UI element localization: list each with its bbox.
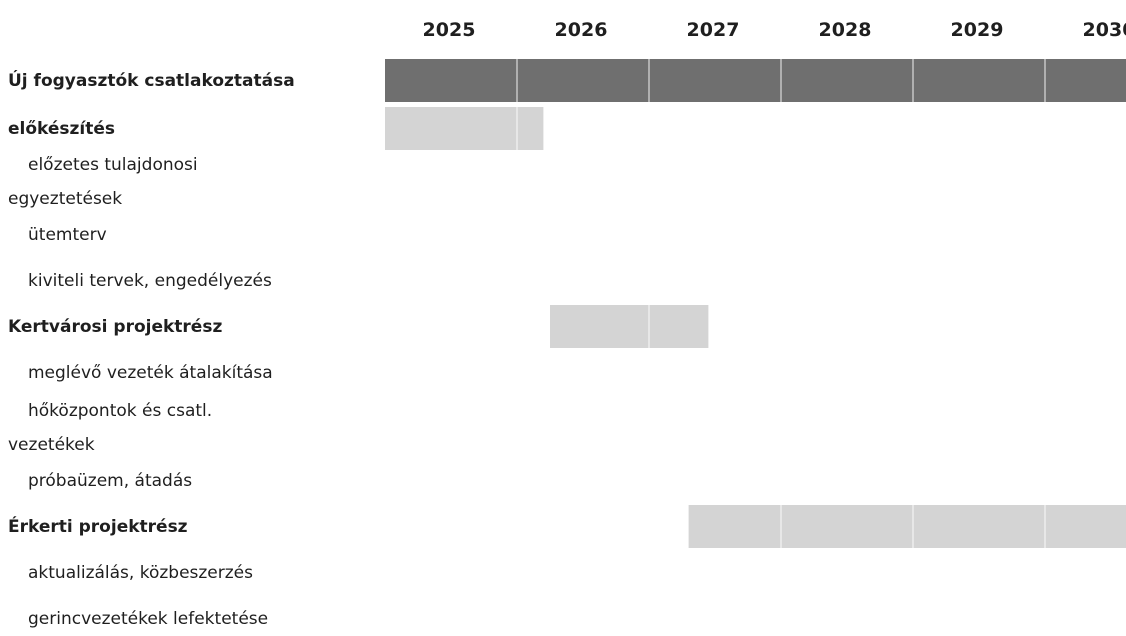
year-label-2025: 2025 (423, 19, 476, 41)
task-label-2: előkészítés (8, 119, 115, 139)
gantt-bars (385, 59, 1126, 548)
gantt-bar-2 (385, 107, 544, 150)
task-label-9: próbaüzem, átadás (28, 471, 192, 491)
task-label-3-line-2: egyeztetések (8, 189, 122, 209)
gantt-bar-6 (550, 305, 709, 348)
task-label-11: aktualizálás, közbeszerzés (28, 563, 253, 583)
task-label-5: kiviteli tervek, engedélyezés (28, 271, 272, 291)
task-label-6: Kertvárosi projektrész (8, 317, 222, 337)
year-label-2030: 2030 (1083, 19, 1126, 41)
year-label-2027: 2027 (687, 19, 740, 41)
year-axis: 2025 2026 2027 2028 2029 2030 (423, 19, 1126, 41)
task-label-10: Érkerti projektrész (8, 515, 188, 537)
task-label-12: gerincvezetékek lefektetése (28, 609, 268, 629)
task-label-4: ütemterv (28, 225, 107, 245)
task-label-8-line-2: vezetékek (8, 435, 95, 455)
task-labels: Új fogyasztók csatlakoztatása előkészítés… (8, 69, 295, 629)
task-label-8-line-1: hőközpontok és csatl. (28, 401, 212, 421)
gantt-bar-10 (688, 505, 1126, 548)
gantt-bar-1 (385, 59, 1126, 102)
year-label-2028: 2028 (819, 19, 872, 41)
year-label-2026: 2026 (555, 19, 608, 41)
task-label-3-line-1: előzetes tulajdonosi (28, 155, 198, 175)
year-label-2029: 2029 (951, 19, 1004, 41)
task-label-1: Új fogyasztók csatlakoztatása (8, 69, 295, 91)
task-label-7: meglévő vezeték átalakítása (28, 363, 273, 383)
